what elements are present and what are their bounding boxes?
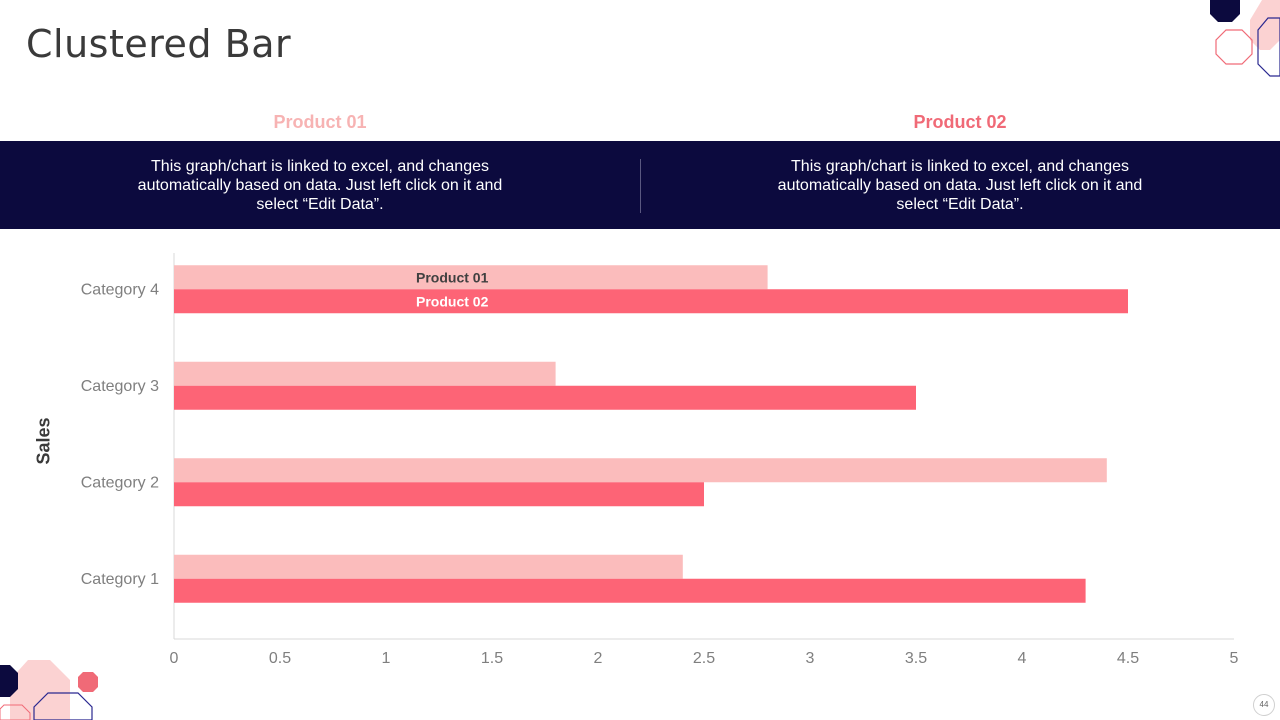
deco-octagon-navy — [1210, 0, 1240, 22]
bar-product-02 — [174, 289, 1128, 314]
y-tick-label: Category 2 — [81, 474, 159, 491]
bar-product-01 — [174, 361, 556, 386]
series-data-label: Product 02 — [416, 293, 489, 309]
deco-octagon-navy-outline — [33, 692, 93, 720]
y-tick-label: Category 3 — [81, 378, 159, 395]
y-tick-label: Category 1 — [81, 571, 159, 588]
bar-product-02 — [174, 385, 916, 410]
deco-octagon-pink-outline — [1215, 29, 1253, 65]
info-text-right-wrap: This graph/chart is linked to excel, and… — [640, 157, 1280, 214]
x-tick-label: 0.5 — [269, 650, 291, 667]
bar-product-01 — [174, 458, 1107, 483]
band-divider — [640, 159, 641, 213]
slide-title: Clustered Bar — [26, 22, 292, 66]
deco-octagon-navy-outline — [1257, 17, 1280, 77]
x-tick-label: 4.5 — [1117, 650, 1139, 667]
x-tick-label: 4 — [1018, 650, 1027, 667]
decoration-top-right — [1210, 0, 1280, 77]
page-number: 44 — [1253, 694, 1275, 716]
series-data-label: Product 01 — [416, 269, 489, 285]
bar-product-02 — [174, 482, 704, 507]
info-text-left-wrap: This graph/chart is linked to excel, and… — [0, 157, 640, 214]
decoration-bottom-left — [0, 660, 98, 720]
x-tick-label: 2 — [594, 650, 603, 667]
x-tick-label: 0 — [170, 650, 179, 667]
bar-product-01 — [174, 554, 683, 579]
heading-product-02: Product 02 — [913, 112, 1007, 132]
info-text-right: This graph/chart is linked to excel, and… — [777, 158, 1143, 213]
x-tick-label: 1 — [382, 650, 391, 667]
x-tick-label: 2.5 — [693, 650, 715, 667]
x-tick-label: 3.5 — [905, 650, 927, 667]
deco-octagon-red — [78, 672, 98, 692]
deco-octagon-pink-outline — [0, 704, 31, 720]
deco-octagon-navy — [0, 665, 18, 697]
y-tick-label: Category 4 — [81, 281, 159, 298]
deco-octagon-pink-fill — [10, 660, 70, 720]
bar-product-01 — [174, 265, 768, 290]
x-tick-label: 3 — [806, 650, 815, 667]
info-text-left: This graph/chart is linked to excel, and… — [137, 158, 503, 213]
x-tick-label: 1.5 — [481, 650, 503, 667]
info-band: This graph/chart is linked to excel, and… — [0, 141, 1280, 229]
x-tick-label: 5 — [1230, 650, 1239, 667]
heading-product-01: Product 01 — [273, 112, 367, 132]
bar-product-02 — [174, 578, 1086, 603]
